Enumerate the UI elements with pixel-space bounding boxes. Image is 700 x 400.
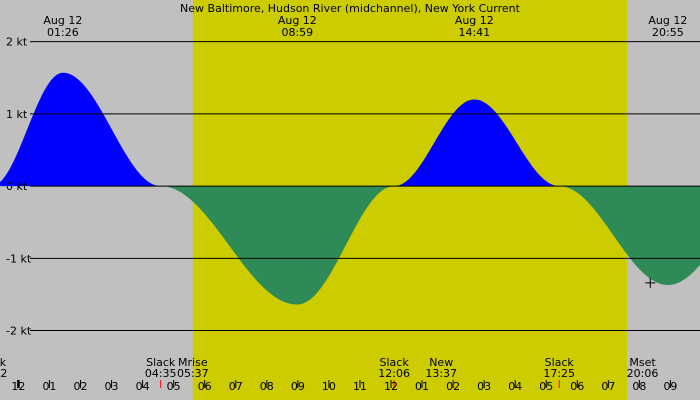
hour-label: 03 [477,380,491,393]
y-tick-label: 1 kt [6,108,28,121]
hour-label: 04 [136,380,150,393]
flood-lobe [394,99,560,187]
current-areas [0,72,700,305]
event-time-label: 12:06 [378,367,410,380]
event-time-label: 05:37 [177,367,209,380]
y-tick-labels: 2 kt 1 kt 0 kt -1 kt -2 kt [6,36,32,338]
hour-label: 05 [167,380,181,393]
event-time-label: 20:06 [627,367,659,380]
hour-label: 08 [260,380,274,393]
y-tick-label: -2 kt [6,325,32,338]
hour-label: 02 [74,380,88,393]
y-tick-label: 2 kt [6,36,28,49]
peak-date-label: Aug 12 [278,14,317,27]
hour-label: 09 [291,380,305,393]
hour-label: 04 [508,380,522,393]
ebb-lobe [559,186,700,286]
hour-label: 02 [446,380,460,393]
peak-time-label: 01:26 [47,26,79,39]
event-time-label: 04:35 [145,367,177,380]
y-tick-label: 0 kt [6,180,28,193]
chart-title: New Baltimore, Hudson River (midchannel)… [180,2,521,15]
event-name-label: Slack [0,356,7,369]
hour-label: 12 [11,380,25,393]
event-time-label: 23:52 [0,367,7,380]
peak-time-label: 08:59 [281,26,313,39]
peak-time-label: 14:41 [458,26,490,39]
ebb-lobe [160,186,395,305]
peak-date-label: Aug 12 [648,14,687,27]
event-name-label: Slack [545,356,575,369]
y-tick-label: -1 kt [6,252,32,265]
current-time-marker [645,277,656,288]
hour-label: 01 [42,380,56,393]
flood-lobe [0,72,161,187]
hour-label: 09 [663,380,677,393]
event-name-label: Slack [380,356,410,369]
hour-label: 07 [601,380,615,393]
event-name-label: New [429,356,453,369]
peak-time-label: 20:55 [652,26,684,39]
hour-label: 12 [384,380,398,393]
hour-label: 06 [570,380,584,393]
peak-date-label: Aug 12 [455,14,494,27]
hour-axis: 1112010203040506070809101112010203040506… [11,380,677,393]
hour-label: 07 [229,380,243,393]
peak-date-label: Aug 12 [43,14,82,27]
event-name-label: Slack [146,356,176,369]
hour-label: 05 [539,380,553,393]
hour-label: 11 [353,380,367,393]
hour-label: 06 [198,380,212,393]
event-name-label: Mrise [178,356,208,369]
hour-label: 03 [105,380,119,393]
hour-label: 10 [322,380,336,393]
event-time-label: 13:37 [425,367,457,380]
hour-label: 01 [415,380,429,393]
event-name-label: Mset [629,356,656,369]
hour-label: 08 [632,380,646,393]
grid-lines [30,41,700,332]
event-time-label: 17:25 [543,367,575,380]
event-labels: Slack23:52Slack04:35Mrise05:37Slack12:06… [0,356,658,388]
